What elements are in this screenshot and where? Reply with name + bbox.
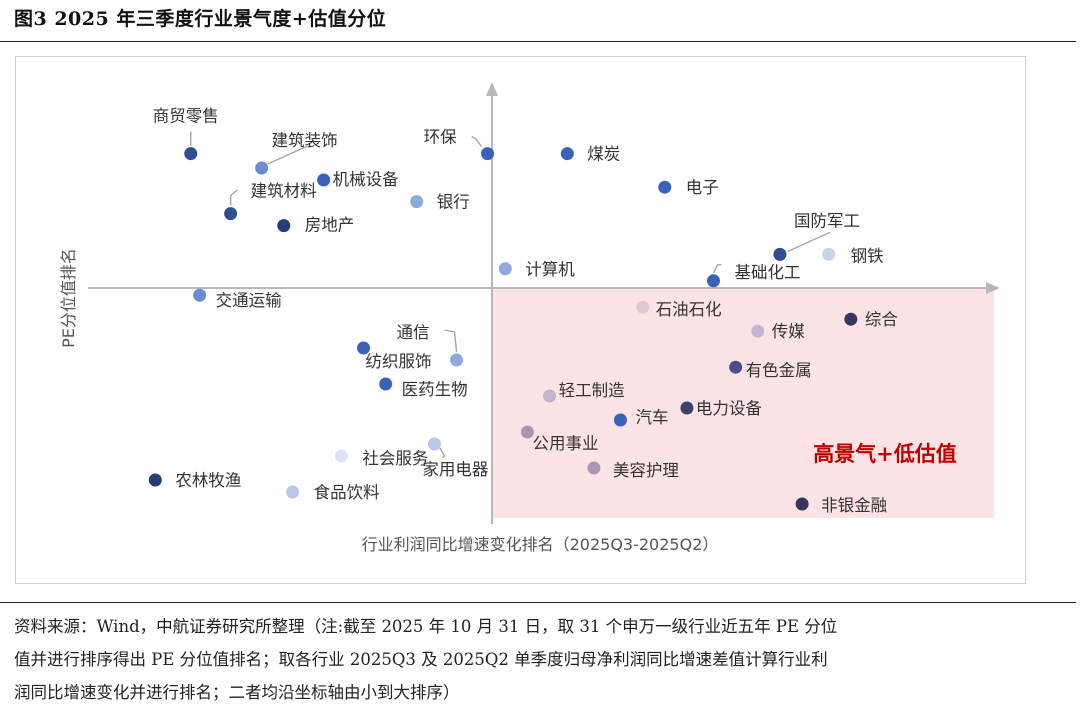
data-point — [224, 207, 238, 221]
data-point — [357, 341, 371, 355]
y-axis-arrow — [486, 82, 498, 96]
leader-line-layer — [190, 131, 831, 459]
point-layer — [148, 147, 858, 511]
source-line: 资料来源：Wind，中航证券研究所整理（注:截至 2025 年 10 月 31 … — [14, 617, 838, 636]
leader-line — [444, 329, 458, 353]
data-point — [613, 413, 627, 427]
data-point — [658, 180, 672, 194]
point-label: 家用电器 — [422, 460, 489, 479]
source-note: 资料来源：Wind，中航证券研究所整理（注:截至 2025 年 10 月 31 … — [14, 610, 1064, 709]
point-label: 非银金融 — [821, 496, 887, 515]
x-axis-label: 行业利润同比增速变化排名（2025Q3-2025Q2） — [362, 535, 719, 554]
point-label: 建筑装饰 — [272, 131, 338, 150]
data-point — [822, 247, 836, 261]
point-label: 汽车 — [635, 408, 668, 427]
data-point — [148, 473, 162, 487]
data-point — [520, 425, 534, 439]
highlight-region-layer — [492, 288, 994, 518]
x-axis-arrow — [986, 282, 1000, 294]
data-point — [751, 324, 765, 338]
data-point — [707, 274, 720, 288]
point-label: 医药生物 — [402, 380, 468, 399]
point-label: 计算机 — [525, 260, 575, 279]
data-point — [543, 389, 557, 403]
point-label: 传媒 — [772, 322, 806, 341]
chart-frame — [15, 56, 1026, 584]
leader-line — [438, 446, 446, 459]
point-label: 钢铁 — [851, 246, 884, 265]
data-point — [184, 147, 198, 161]
data-point — [680, 401, 694, 415]
highlight-region — [492, 288, 994, 518]
data-point — [844, 312, 858, 326]
data-point — [193, 288, 207, 302]
leader-line — [787, 231, 831, 253]
point-label: 有色金属 — [746, 361, 812, 380]
point-label: 公用事业 — [532, 434, 598, 453]
data-point — [560, 147, 574, 161]
point-label: 建筑材料 — [251, 182, 317, 201]
source-line: 润同比增速变化并进行排名；二者均沿坐标轴由小到大排序） — [14, 683, 460, 702]
data-point — [255, 161, 269, 175]
y-axis-label: PE分位值排名 — [59, 248, 78, 348]
source-line: 值并进行排序得出 PE 分位值排名；取各行业 2025Q3 及 2025Q2 单… — [14, 650, 828, 669]
title-rule — [0, 41, 1076, 42]
data-point — [379, 377, 393, 391]
source-rule — [0, 602, 1076, 603]
data-point — [286, 485, 300, 499]
point-label: 国防军工 — [794, 211, 860, 230]
point-label: 房地产 — [305, 216, 355, 235]
point-label: 综合 — [865, 310, 898, 329]
data-point — [410, 195, 424, 209]
data-point — [317, 173, 331, 187]
point-label: 轻工制造 — [559, 381, 626, 400]
leader-line — [712, 264, 722, 274]
data-point — [498, 262, 512, 276]
highlight-label: 高景气+低估值 — [813, 441, 957, 466]
data-point — [450, 353, 464, 367]
leader-line — [229, 189, 239, 206]
point-label: 美容护理 — [613, 461, 679, 480]
point-label: 通信 — [397, 323, 430, 342]
data-point — [795, 497, 809, 511]
leader-line — [267, 145, 308, 165]
point-label: 机械设备 — [333, 170, 400, 189]
data-point — [277, 219, 291, 233]
point-label: 电子 — [686, 178, 719, 197]
point-label: 煤炭 — [587, 145, 620, 164]
point-label: 纺织服饰 — [366, 352, 432, 371]
data-point — [334, 449, 348, 463]
point-label: 基础化工 — [735, 263, 801, 282]
point-label: 社会服务 — [362, 449, 428, 468]
data-point — [636, 300, 650, 314]
point-label: 商贸零售 — [153, 107, 219, 126]
point-label: 电力设备 — [696, 399, 763, 418]
data-point — [729, 360, 743, 374]
data-point — [481, 147, 495, 161]
data-point — [427, 437, 441, 451]
point-label: 食品饮料 — [314, 483, 380, 502]
point-label: 交通运输 — [216, 291, 283, 310]
figure-title: 图3 2025 年三季度行业景气度+估值分位 — [14, 8, 387, 30]
data-point — [773, 247, 787, 261]
point-label: 农林牧渔 — [175, 471, 241, 490]
axes-layer — [88, 82, 1000, 524]
leader-line — [471, 135, 483, 148]
data-point — [587, 461, 601, 475]
point-label: 环保 — [424, 128, 458, 147]
point-label: 银行 — [437, 193, 470, 212]
point-label: 石油石化 — [656, 300, 722, 319]
